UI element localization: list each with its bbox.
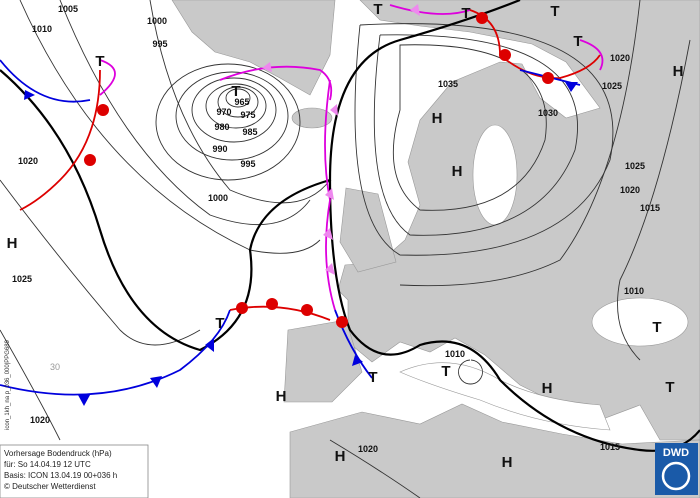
isobar-label: 1010	[624, 286, 644, 296]
side-text: icon_1kh_na p_036_000|PPG689	[5, 339, 11, 430]
pressure-center: T	[231, 83, 240, 100]
pressure-center: T	[441, 363, 450, 380]
pressure-center: T	[461, 5, 470, 22]
isobar-label: 30	[50, 362, 60, 372]
logo-icon	[661, 461, 691, 491]
pressure-center: T	[373, 1, 382, 18]
isobar-label: 1020	[610, 53, 630, 63]
isobar-label: 965	[234, 97, 249, 107]
isobar-label: 1010	[32, 24, 52, 34]
isobar-label: 975	[240, 110, 255, 120]
logo-text: DWD	[663, 447, 689, 459]
front-symbols	[24, 4, 578, 406]
pressure-center: T	[368, 369, 377, 386]
pressure-center: T	[573, 33, 582, 50]
pressure-center: T	[665, 379, 674, 396]
isobar-label: 1030	[538, 108, 558, 118]
pressure-center: T	[95, 53, 104, 70]
info-box	[0, 444, 149, 498]
info-text: © Deutscher Wetterdienst	[4, 482, 96, 491]
isobar-label: 995	[152, 39, 167, 49]
pressure-center: H	[542, 380, 553, 397]
pressure-center: H	[502, 454, 513, 471]
inland-seas	[399, 124, 689, 431]
pressure-center: T	[550, 3, 559, 20]
pressure-center: H	[335, 448, 346, 465]
pressure-center: H	[432, 110, 443, 127]
pressure-center: H	[452, 163, 463, 180]
isobar-label: 1015	[600, 442, 620, 452]
isobar-label: 1010	[445, 349, 465, 359]
info-text: Vorhersage Bodendruck (hPa)	[4, 449, 112, 458]
isobar-label: 990	[212, 144, 227, 154]
pressure-center: H	[673, 63, 684, 80]
isobar-label: 1020	[358, 444, 378, 454]
isobar-label: 1025	[625, 161, 645, 171]
isobar-label: 1025	[602, 81, 622, 91]
isobar-label: 1025	[12, 274, 32, 284]
isobar-label: 1035	[438, 79, 458, 89]
isobar-label: 1005	[58, 4, 78, 14]
isobar-label: 995	[240, 159, 255, 169]
pressure-center: T	[652, 319, 661, 336]
isobar-label: 1020	[620, 185, 640, 195]
pressure-center: T	[215, 315, 224, 332]
isobar-label: 1000	[147, 16, 167, 26]
info-text: Basis: ICON 13.04.19 00+036 h	[4, 471, 117, 480]
isobar-label: 1020	[30, 415, 50, 425]
isobar-label: 985	[242, 127, 257, 137]
isobar-label: 1020	[18, 156, 38, 166]
pressure-center: H	[7, 235, 18, 252]
logo	[655, 443, 698, 495]
pressure-center: H	[276, 388, 287, 405]
isobar-label: 980	[214, 122, 229, 132]
fronts	[0, 4, 604, 396]
isobar-label: 970	[216, 107, 231, 117]
info-text: für: So 14.04.19 12 UTC	[4, 460, 91, 469]
isobar-label: 1015	[640, 203, 660, 213]
isobar-label: 1000	[208, 193, 228, 203]
